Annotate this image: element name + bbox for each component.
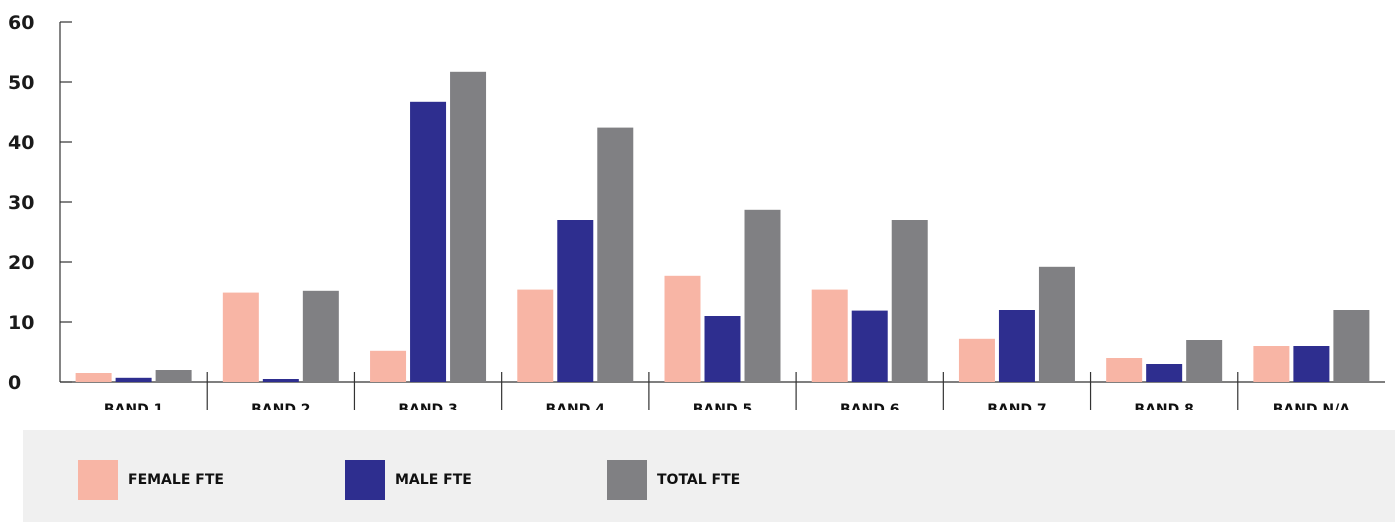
bar-total-fte — [450, 71, 487, 383]
legend-label-total: TOTAL FTE — [657, 472, 741, 488]
bar-total-fte — [1038, 266, 1075, 382]
y-tick-label: 60 — [8, 12, 34, 34]
bar-female-fte — [1253, 346, 1290, 382]
y-tick-label: 0 — [8, 372, 21, 394]
x-tick-label: BAND 2 — [251, 402, 310, 410]
bar-female-fte — [370, 350, 407, 382]
bar-total-fte — [155, 370, 192, 382]
legend-item-female: FEMALE FTE — [78, 460, 224, 500]
x-tick-label: BAND N/A — [1273, 402, 1351, 410]
bar-total-fte — [1333, 310, 1370, 382]
bars — [75, 71, 1370, 383]
bar-female-fte — [75, 373, 112, 382]
y-tick-label: 30 — [8, 192, 34, 214]
x-tick-label: BAND 6 — [840, 402, 899, 410]
legend-swatch-male — [345, 460, 385, 500]
x-tick-label: BAND 1 — [104, 402, 163, 410]
x-tick-label: BAND 7 — [987, 402, 1046, 410]
legend-swatch-total — [607, 460, 647, 500]
y-tick-label: 20 — [8, 252, 34, 274]
x-tick-label: BAND 5 — [693, 402, 752, 410]
bar-male-fte — [998, 310, 1035, 382]
bar-total-fte — [891, 220, 928, 382]
x-tick-label: BAND 8 — [1134, 402, 1193, 410]
y-axis: 0 10 20 30 40 50 60 — [8, 12, 72, 394]
legend-label-female: FEMALE FTE — [128, 472, 224, 488]
bar-female-fte — [811, 289, 848, 382]
bar-total-fte — [744, 209, 781, 382]
bar-female-fte — [517, 289, 554, 382]
bar-total-fte — [1186, 340, 1223, 382]
x-tick-label: BAND 4 — [546, 402, 606, 410]
legend-swatch-female — [78, 460, 118, 500]
bar-female-fte — [664, 275, 701, 382]
y-tick-label: 10 — [8, 312, 34, 334]
bar-male-fte — [262, 379, 299, 382]
legend-item-male: MALE FTE — [345, 460, 472, 500]
bar-female-fte — [222, 292, 259, 382]
y-tick-label: 40 — [8, 132, 34, 154]
bar-female-fte — [958, 338, 995, 382]
bar-male-fte — [557, 220, 594, 382]
y-tick-label: 50 — [8, 72, 34, 94]
legend-item-total: TOTAL FTE — [607, 460, 740, 500]
bar-male-fte — [704, 316, 741, 382]
bar-chart: 0 10 20 30 40 50 60 BAND 1 BAND 2 BAND 3 BAND 4 BA… — [8, 12, 1385, 410]
x-tick-label: BAND 3 — [398, 402, 457, 410]
bar-total-fte — [597, 127, 634, 382]
legend: FEMALE FTE MALE FTE TOTAL FTE — [23, 430, 1395, 522]
bar-male-fte — [1146, 364, 1183, 382]
bar-male-fte — [851, 310, 888, 382]
bar-male-fte — [115, 377, 152, 382]
legend-label-male: MALE FTE — [395, 472, 472, 488]
bar-total-fte — [302, 290, 339, 382]
bar-male-fte — [1293, 346, 1330, 382]
bar-female-fte — [1106, 358, 1143, 382]
bar-male-fte — [410, 101, 447, 383]
